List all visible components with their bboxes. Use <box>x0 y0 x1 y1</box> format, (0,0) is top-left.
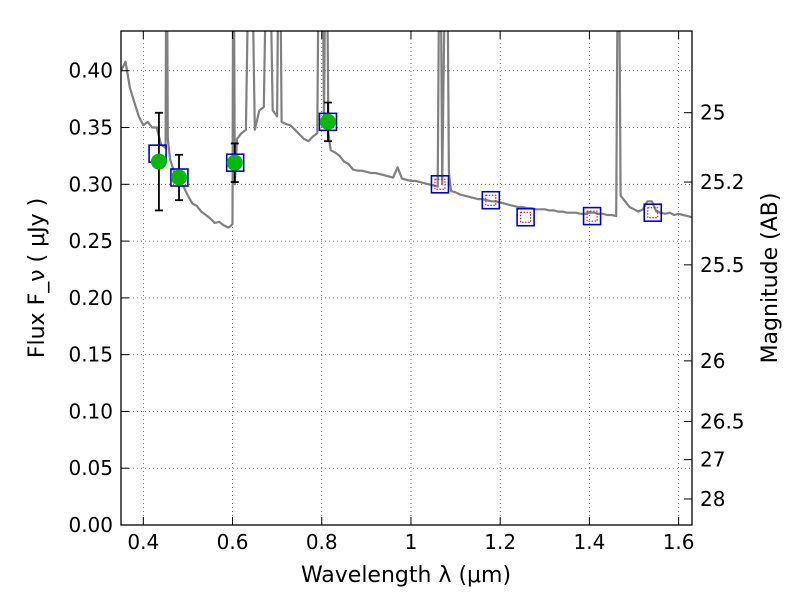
y-tick-label: 0.10 <box>68 399 113 423</box>
y-tick-label: 0.15 <box>68 343 113 367</box>
model-photometry-box <box>430 175 450 194</box>
x-tick-label: 0.8 <box>306 530 338 554</box>
mag-tick-label: 25.2 <box>700 170 745 194</box>
model-photometry-inner-box <box>586 210 598 222</box>
mag-tick-label: 25 <box>700 101 725 125</box>
x-tick-label: 1.4 <box>573 530 605 554</box>
x-tick-label: 1.2 <box>484 530 516 554</box>
points-layer <box>148 101 663 227</box>
plot-frame <box>120 30 693 526</box>
y-tick-label: 0.00 <box>68 513 113 537</box>
observed-point <box>319 113 336 130</box>
right-axis-title: Magnitude (AB) <box>758 193 783 364</box>
model-layer <box>121 31 692 229</box>
mag-tick-label: 26.5 <box>700 409 745 433</box>
x-axis-title: Wavelength λ (μm) <box>301 563 511 588</box>
x-tick-label: 0.4 <box>127 530 159 554</box>
ticks: 0.4 0.6 0.8 1 1.2 1.4 1.6 0.00 0.05 0.10 0.15 0.20 0… <box>68 31 745 554</box>
y-tick-label: 0.30 <box>68 172 113 196</box>
observed-point <box>170 169 187 186</box>
mag-tick-label: 26 <box>700 349 725 373</box>
observed-point <box>150 153 167 170</box>
model-photometry-box <box>318 112 338 132</box>
mag-tick-label: 25.5 <box>700 253 745 277</box>
y-tick-label: 0.40 <box>68 59 113 83</box>
model-photometry-inner-box <box>647 207 659 219</box>
y-tick-label: 0.35 <box>68 116 113 140</box>
y-tick-label: 0.20 <box>68 286 113 310</box>
model-photometry-box <box>225 153 245 173</box>
y-tick-label: 0.05 <box>68 456 113 480</box>
model-spectrum-line <box>121 31 692 229</box>
y-tick-label: 0.25 <box>68 229 113 253</box>
model-photometry-box <box>481 190 501 210</box>
y-axis-title: Flux F_ν ( μJy ) <box>25 198 50 358</box>
mag-tick-label: 28 <box>700 487 725 511</box>
model-photometry-box <box>516 207 535 227</box>
model-photometry-inner-box <box>520 211 532 223</box>
mag-tick-label: 27 <box>700 448 725 472</box>
model-photometry-box <box>170 168 189 187</box>
model-photometry-inner-box <box>485 194 497 206</box>
observed-point <box>226 154 243 171</box>
grid <box>121 31 692 526</box>
x-tick-label: 1 <box>405 530 418 554</box>
model-photometry-box <box>643 203 663 223</box>
model-photometry-box <box>582 206 602 226</box>
model-photometry-inner-box <box>434 178 446 190</box>
x-tick-label: 0.6 <box>217 530 249 554</box>
x-tick-label: 1.6 <box>663 530 695 554</box>
